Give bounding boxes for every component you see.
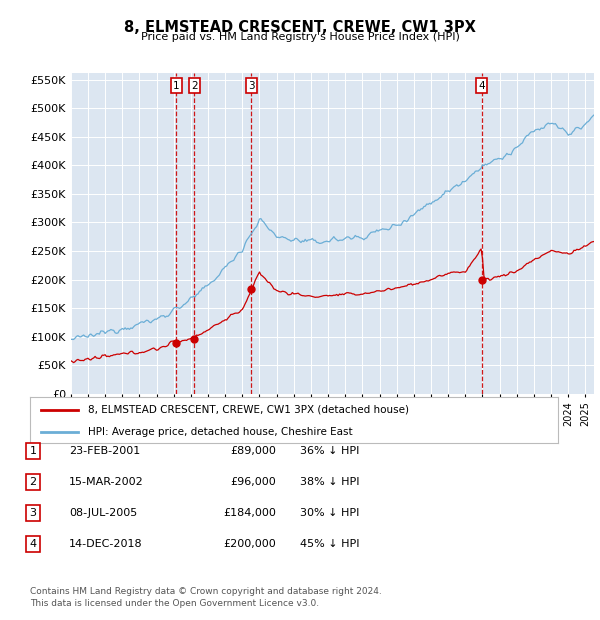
Text: 4: 4: [29, 539, 37, 549]
Text: HPI: Average price, detached house, Cheshire East: HPI: Average price, detached house, Ches…: [88, 427, 353, 436]
Text: £184,000: £184,000: [223, 508, 276, 518]
Text: £89,000: £89,000: [230, 446, 276, 456]
Text: 14-DEC-2018: 14-DEC-2018: [69, 539, 143, 549]
Text: 2: 2: [191, 81, 197, 91]
Text: 3: 3: [29, 508, 37, 518]
Text: £96,000: £96,000: [230, 477, 276, 487]
Text: 08-JUL-2005: 08-JUL-2005: [69, 508, 137, 518]
Text: 23-FEB-2001: 23-FEB-2001: [69, 446, 140, 456]
Text: This data is licensed under the Open Government Licence v3.0.: This data is licensed under the Open Gov…: [30, 598, 319, 608]
Text: 8, ELMSTEAD CRESCENT, CREWE, CW1 3PX (detached house): 8, ELMSTEAD CRESCENT, CREWE, CW1 3PX (de…: [88, 405, 409, 415]
Text: 1: 1: [173, 81, 179, 91]
Text: £200,000: £200,000: [223, 539, 276, 549]
Text: 8, ELMSTEAD CRESCENT, CREWE, CW1 3PX: 8, ELMSTEAD CRESCENT, CREWE, CW1 3PX: [124, 20, 476, 35]
Text: 2: 2: [29, 477, 37, 487]
Text: 4: 4: [478, 81, 485, 91]
Text: 1: 1: [29, 446, 37, 456]
Text: Contains HM Land Registry data © Crown copyright and database right 2024.: Contains HM Land Registry data © Crown c…: [30, 587, 382, 596]
Text: Price paid vs. HM Land Registry's House Price Index (HPI): Price paid vs. HM Land Registry's House …: [140, 32, 460, 42]
Text: 30% ↓ HPI: 30% ↓ HPI: [300, 508, 359, 518]
Text: 38% ↓ HPI: 38% ↓ HPI: [300, 477, 359, 487]
Text: 15-MAR-2002: 15-MAR-2002: [69, 477, 144, 487]
Text: 3: 3: [248, 81, 254, 91]
Text: 36% ↓ HPI: 36% ↓ HPI: [300, 446, 359, 456]
Text: 45% ↓ HPI: 45% ↓ HPI: [300, 539, 359, 549]
